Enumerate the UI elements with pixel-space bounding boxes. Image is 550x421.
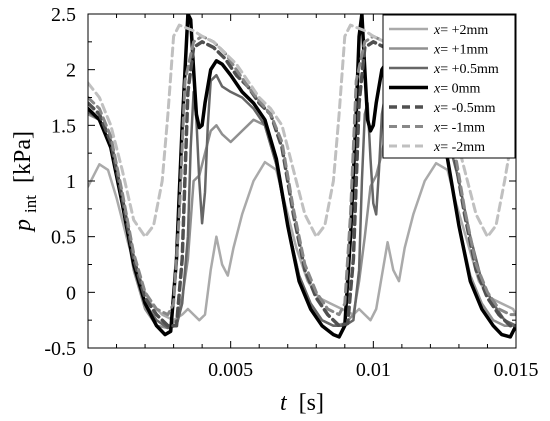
y-tick-label-2: 0.5 (51, 227, 76, 249)
x-axis-unit: [s] (299, 390, 324, 416)
legend-label-0: x= +2mm (433, 23, 488, 38)
legend-variable: x (433, 101, 441, 116)
y-tick-label-3: 1 (66, 171, 76, 193)
y-axis-subscript: int (21, 195, 40, 213)
y-tick-label-6: 2.5 (51, 4, 76, 26)
x-tick-label-1: 0.005 (208, 359, 253, 381)
legend-series-name: = 0mm (440, 82, 480, 97)
legend-series-name: = -2mm (440, 140, 485, 155)
legend-series-name: = +2mm (440, 23, 488, 38)
legend-variable: x (433, 82, 441, 97)
legend-label-1: x= +1mm (433, 43, 488, 58)
x-tick-label-0: 0 (83, 359, 93, 381)
y-tick-label-1: 0 (66, 282, 76, 304)
tick-labels-layer: 0 0.005 0.01 0.015 -0.5 0 0.5 1 1.5 2 2.5 (44, 4, 538, 381)
x-tick-label-2: 0.01 (356, 359, 391, 381)
legend-series-name: = -0.5mm (440, 101, 495, 116)
y-tick-label-4: 1.5 (51, 115, 76, 137)
x-axis-variable: t (280, 390, 288, 416)
legend-series-name: = +1mm (440, 43, 488, 58)
legend-label-5: x= -1mm (433, 121, 485, 136)
legend-variable: x (433, 121, 441, 136)
legend-variable: x (433, 23, 441, 38)
legend-series-name: = +0.5mm (440, 62, 499, 77)
x-axis-label: t [s] (280, 390, 324, 416)
legend-label-2: x= +0.5mm (433, 62, 499, 77)
y-axis-label: p int [kPa] (10, 131, 42, 233)
legend-label-6: x= -2mm (433, 140, 485, 155)
legend-label-4: x= -0.5mm (433, 101, 496, 116)
legend-series-name: = -1mm (440, 121, 485, 136)
y-axis-variable: p (10, 219, 36, 233)
legend-label-3: x= 0mm (433, 82, 481, 97)
legend-variable: x (433, 140, 441, 155)
y-tick-label-0: -0.5 (44, 338, 76, 360)
legend-variable: x (433, 62, 441, 77)
x-tick-label-3: 0.015 (494, 359, 539, 381)
legend-variable: x (433, 43, 441, 58)
y-axis-unit: [kPa] (10, 131, 36, 183)
y-tick-label-5: 2 (66, 60, 76, 82)
